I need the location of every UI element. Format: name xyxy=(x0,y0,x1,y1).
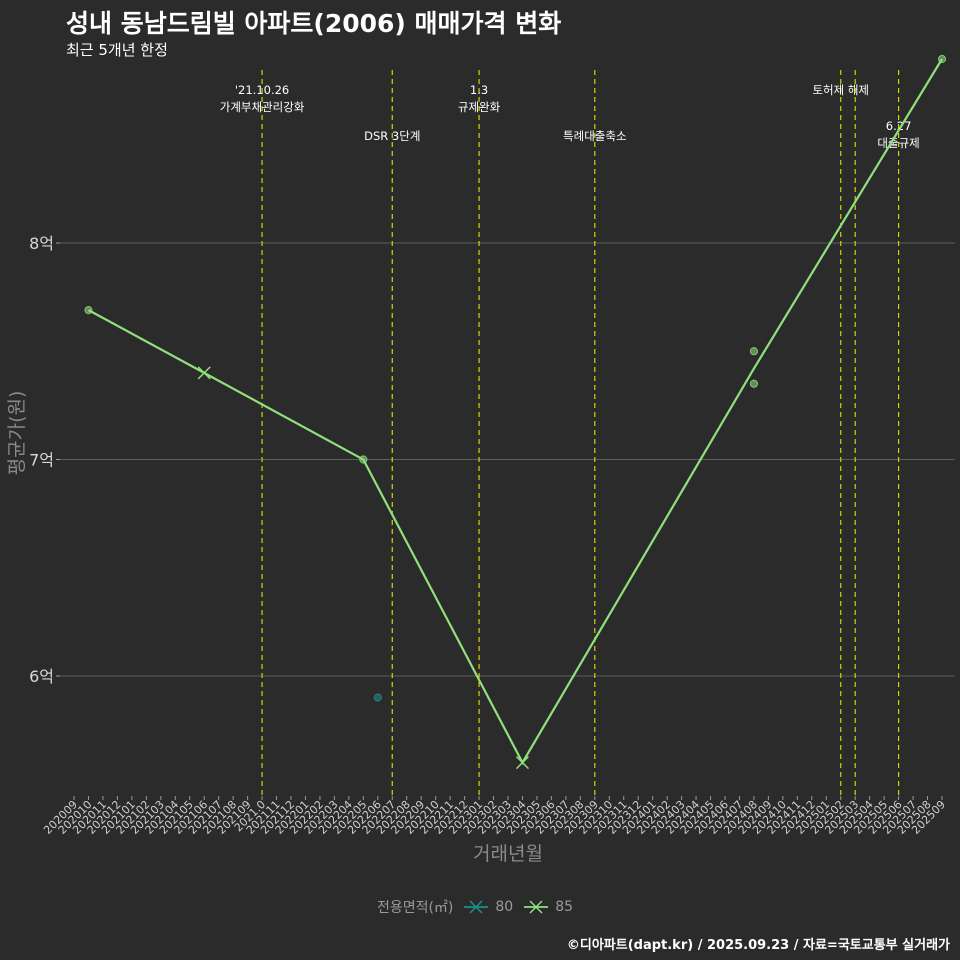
data-cross-85 xyxy=(197,366,211,380)
event-label: '21.10.26 xyxy=(235,83,289,97)
event-label: 규제완화 xyxy=(458,100,501,114)
data-point-85 xyxy=(84,306,93,315)
legend-label: 85 xyxy=(555,899,574,915)
data-point-80 xyxy=(373,693,382,702)
legend-key-cross xyxy=(469,900,483,914)
event-label: 대출규제 xyxy=(877,136,919,150)
event-label: 토허제 해제 xyxy=(812,83,869,97)
y-tick-label: 6억 xyxy=(29,667,54,686)
legend-label: 80 xyxy=(495,899,514,915)
cross-stroke xyxy=(197,366,211,380)
legend-key xyxy=(464,900,489,914)
event-label: 특례대출축소 xyxy=(563,129,626,143)
series-line-85 xyxy=(87,58,943,765)
data-cross-85 xyxy=(515,756,529,770)
gridlines xyxy=(60,242,955,677)
legend-key xyxy=(524,900,549,914)
chart-title: 성내 동남드림빌 아파트(2006) 매매가격 변화 xyxy=(66,9,562,38)
data-point-85 xyxy=(749,379,759,388)
data-point-85 xyxy=(359,455,368,464)
x-axis-label: 거래년월 xyxy=(473,843,543,865)
data-point-85 xyxy=(749,347,759,356)
y-axis-label: 평균가(원) xyxy=(6,391,28,476)
event-label: 1.3 xyxy=(470,83,488,97)
series xyxy=(84,54,947,770)
legend-entry: 85 xyxy=(523,899,573,915)
event-label: 가계부채관리강화 xyxy=(220,100,305,114)
caption: ©디아파트(dapt.kr) / 2025.09.23 / 자료=국토교통부 실… xyxy=(566,938,950,953)
event-label: 6.27 xyxy=(886,119,912,133)
legend-title: 전용면적(㎡) xyxy=(376,900,454,916)
cross-stroke xyxy=(515,756,529,770)
chart-subtitle: 최근 5개년 한정 xyxy=(66,41,168,59)
legend: 전용면적(㎡) 80 85 xyxy=(0,894,960,920)
legend-entry: 80 xyxy=(463,899,513,915)
x-axis: 2020092020102020112020122021012021022021… xyxy=(41,796,948,837)
y-tick-label: 8억 xyxy=(29,234,54,253)
data-point-85 xyxy=(937,54,947,64)
legend-key-cross xyxy=(529,900,543,914)
y-axis: 6억 7억 8억 xyxy=(29,234,60,686)
y-tick-label: 7억 xyxy=(29,451,54,470)
event-label: DSR 3단계 xyxy=(364,129,420,143)
